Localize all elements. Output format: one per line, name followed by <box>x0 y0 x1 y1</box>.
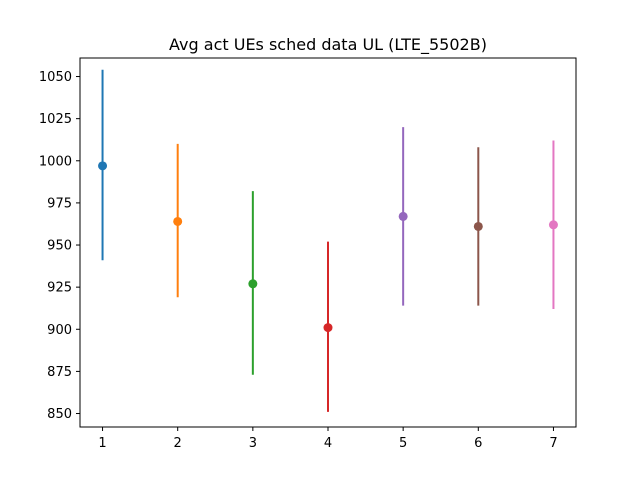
y-axis: 850 875 900 925 950 975 1000 1025 1050 <box>39 70 80 422</box>
y-tick-label: 1025 <box>39 112 72 127</box>
x-tick-label: 3 <box>249 436 257 451</box>
y-tick-label: 950 <box>47 239 72 254</box>
axes-frame <box>79 57 577 428</box>
chart-title: Avg act UEs sched data UL (LTE_5502B) <box>169 35 487 55</box>
data-point <box>398 211 408 221</box>
x-tick-label: 6 <box>474 436 482 451</box>
y-tick-label: 925 <box>47 281 72 296</box>
x-tick-label: 2 <box>174 436 182 451</box>
data-point <box>323 323 333 333</box>
data-point <box>98 161 108 171</box>
x-tick-label: 5 <box>399 436 407 451</box>
y-tick-label: 1050 <box>39 70 72 85</box>
x-tick-label: 4 <box>324 436 332 451</box>
y-tick-label: 850 <box>47 407 72 422</box>
y-tick-label: 1000 <box>39 154 72 169</box>
data-series <box>98 69 558 412</box>
x-tick-label: 7 <box>549 436 557 451</box>
data-point <box>173 216 183 226</box>
data-point <box>548 220 558 230</box>
data-point <box>473 221 483 231</box>
x-tick-label: 1 <box>98 436 106 451</box>
y-tick-label: 875 <box>47 365 72 380</box>
y-tick-label: 975 <box>47 196 72 211</box>
x-axis: 1 2 3 4 5 6 7 <box>98 427 558 451</box>
data-point <box>248 279 258 289</box>
y-tick-label: 900 <box>47 323 72 338</box>
